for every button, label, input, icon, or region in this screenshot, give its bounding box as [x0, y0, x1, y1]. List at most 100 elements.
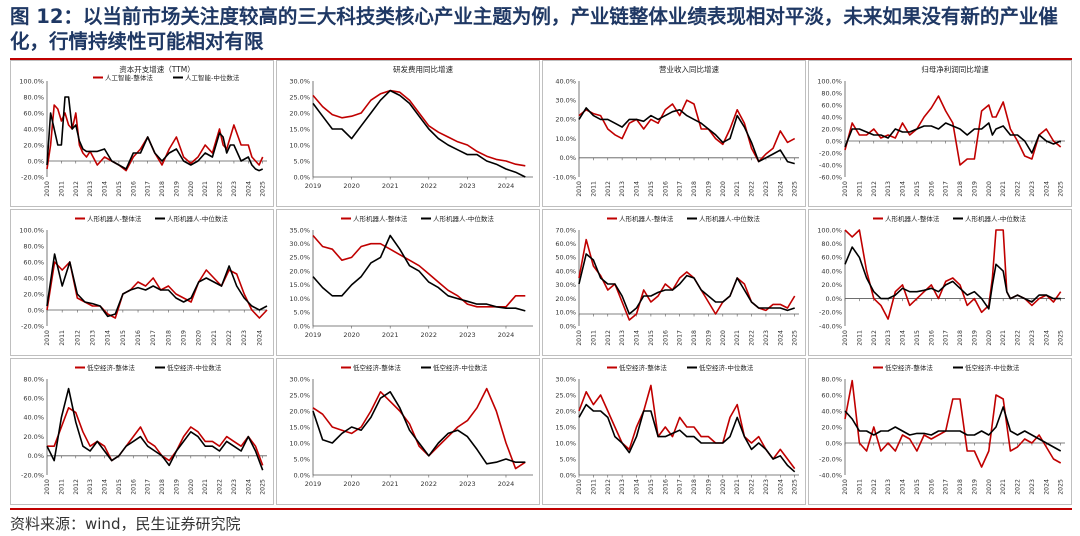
x-tick-label: 2022: [749, 330, 756, 346]
x-tick-label: 2020: [986, 181, 993, 197]
y-tick-label: 20.0%: [821, 423, 842, 431]
x-tick-label: 2010: [576, 479, 583, 495]
y-tick-label: 40.0%: [821, 267, 842, 275]
y-tick-label: 25.0%: [289, 391, 310, 399]
y-tick-label: 15.0%: [289, 281, 310, 289]
y-tick-label: 30.0%: [555, 281, 576, 289]
x-tick-label: 2021: [211, 330, 218, 346]
chart-legend: 低空经济-整体法 低空经济-中位数法: [75, 363, 222, 372]
y-tick-label: 40.0%: [23, 274, 44, 282]
legend-label: 低空经济-整体法: [353, 363, 401, 372]
x-tick-label: 2016: [662, 479, 669, 495]
y-tick-label: 20.0%: [821, 281, 842, 289]
x-tick-label: 2022: [1015, 479, 1022, 495]
x-tick-label: 2023: [1029, 479, 1036, 495]
x-tick-label: 2015: [648, 181, 655, 197]
x-tick-label: 2012: [74, 330, 81, 346]
x-tick-label: 2011: [58, 479, 65, 495]
y-tick-label: 60.0%: [23, 109, 44, 117]
legend-label: 人形机器人-中位数法: [433, 214, 494, 223]
x-tick-label: 2023: [459, 182, 476, 190]
x-tick-label: 2021: [734, 181, 741, 197]
x-tick-label: 2024: [777, 479, 784, 495]
y-tick-label: 20.0%: [555, 295, 576, 303]
series-line-median: [844, 122, 1062, 154]
x-tick-label: 2014: [102, 479, 109, 495]
x-tick-label: 2021: [382, 182, 399, 190]
x-tick-label: 2012: [871, 181, 878, 197]
x-tick-label: 2024: [498, 182, 515, 190]
x-tick-label: 2018: [957, 479, 964, 495]
y-tick-label: 10.0%: [555, 309, 576, 317]
chart-legend: 人形机器人-整体法 人形机器人-中位数法: [873, 214, 1026, 223]
x-tick-label: 2019: [181, 330, 188, 346]
y-tick-label: 60.0%: [23, 395, 44, 403]
x-tick-label: 2018: [957, 330, 964, 346]
x-tick-label: 2016: [928, 479, 935, 495]
chart-svg: 低空经济-整体法 低空经济-中位数法 0.0% 5.0% 10.0% 15.0% 20.0%…: [555, 363, 799, 495]
x-tick-label: 2023: [459, 480, 476, 488]
x-tick-label: 2012: [871, 479, 878, 495]
x-tick-label: 2017: [943, 479, 950, 495]
chart-svg: 营业收入同比增速 -10.0% 0.0% 10.0% 20.0% 30.0% 40.0% 20…: [553, 64, 799, 197]
series-line-overall: [844, 229, 1062, 320]
y-tick-label: 40.0%: [555, 267, 576, 275]
x-tick-label: 2020: [986, 479, 993, 495]
x-tick-label: 2020: [343, 331, 360, 339]
x-tick-label: 2022: [217, 181, 224, 197]
x-tick-label: 2017: [677, 181, 684, 197]
y-tick-label: 60.0%: [821, 254, 842, 262]
x-tick-label: 2021: [382, 331, 399, 339]
x-tick-label: 2019: [173, 181, 180, 197]
x-tick-label: 2023: [1029, 330, 1036, 346]
x-tick-label: 2021: [1000, 479, 1007, 495]
y-tick-label: 20.0%: [821, 125, 842, 133]
legend-label: 人形机器人-整体法: [885, 214, 940, 223]
y-tick-label: 10.0%: [555, 135, 576, 143]
series-line-overall: [312, 234, 526, 308]
series-line-median: [578, 253, 795, 315]
x-tick-label: 2010: [576, 330, 583, 346]
x-tick-label: 2022: [421, 480, 438, 488]
y-tick-label: 5.0%: [293, 157, 310, 165]
y-tick-label: 5.0%: [293, 309, 310, 317]
x-tick-label: 2024: [777, 181, 784, 197]
x-tick-label: 2015: [914, 181, 921, 197]
y-tick-label: 20.0%: [289, 407, 310, 415]
x-tick-label: 2019: [705, 479, 712, 495]
y-tick-label: 20.0%: [23, 433, 44, 441]
chart-title: 资本开支增速（TTM）: [119, 64, 195, 74]
x-tick-label: 2020: [188, 479, 195, 495]
x-tick-label: 2023: [763, 479, 770, 495]
x-tick-label: 2024: [245, 181, 252, 197]
x-tick-label: 2020: [986, 330, 993, 346]
x-tick-label: 2013: [885, 330, 892, 346]
y-tick-label: 80.0%: [23, 375, 44, 383]
chart-svg: 资本开支增速（TTM）人工智能-整体法 人工智能-中位数法 -20.0% 0.0% 20…: [19, 64, 267, 197]
y-tick-label: 30.0%: [555, 97, 576, 105]
chart-svg: 人形机器人-整体法 人形机器人-中位数法 -20.0% 0.0% 20.0% 40.0% 6…: [19, 214, 268, 346]
x-tick-label: 2025: [792, 330, 799, 346]
x-tick-label: 2013: [619, 479, 626, 495]
x-tick-label: 2019: [305, 480, 322, 488]
y-tick-label: 0.0%: [293, 322, 310, 330]
x-tick-label: 2019: [173, 479, 180, 495]
series-line-median: [312, 390, 526, 465]
x-tick-label: 2023: [459, 331, 476, 339]
y-tick-label: -10.0%: [553, 173, 576, 181]
x-tick-label: 2020: [720, 181, 727, 197]
chart-svg: 低空经济-整体法 低空经济-中位数法 -20.0% 0.0% 20.0% 40.0% 60.…: [21, 363, 267, 495]
y-tick-label: 0.0%: [825, 137, 842, 145]
x-tick-label: 2014: [634, 479, 641, 495]
legend-label: 人工智能-中位数法: [185, 73, 240, 82]
chart-legend: 低空经济-整体法 低空经济-中位数法: [341, 363, 488, 372]
y-tick-label: 0.0%: [559, 154, 576, 162]
y-tick-label: 0.0%: [27, 306, 44, 314]
x-tick-label: 2016: [662, 181, 669, 197]
source-rule: [10, 508, 1072, 510]
x-tick-label: 2012: [871, 330, 878, 346]
x-tick-label: 2017: [677, 479, 684, 495]
x-tick-label: 2012: [605, 479, 612, 495]
y-tick-label: 15.0%: [555, 423, 576, 431]
x-tick-label: 2023: [763, 181, 770, 197]
